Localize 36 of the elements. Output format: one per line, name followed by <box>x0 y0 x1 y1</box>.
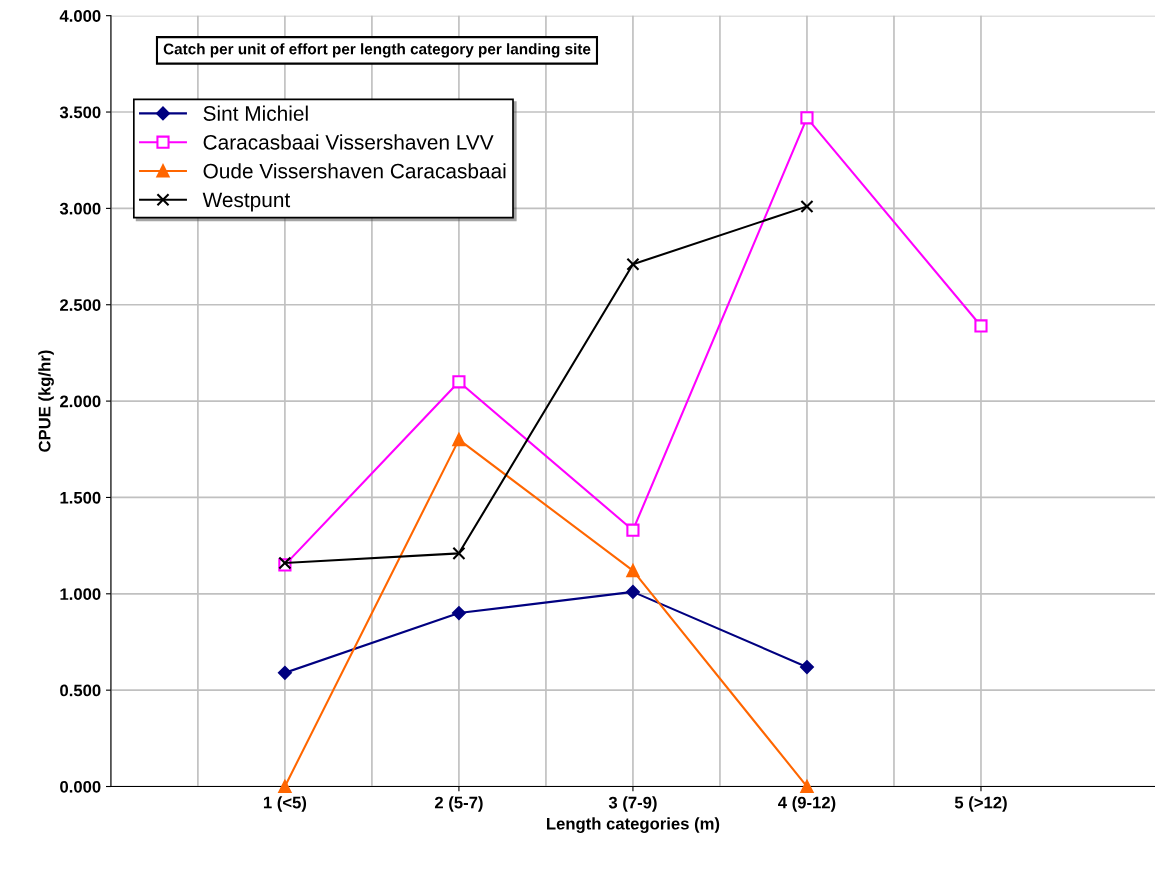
x-tick-label: 2 (5-7) <box>434 796 483 812</box>
x-tick-label: 3 (7-9) <box>608 796 657 812</box>
point <box>626 523 640 537</box>
x-tick-label: 4 (9-12) <box>778 796 836 812</box>
y-tick-label: 1.500 <box>60 491 101 504</box>
y-tick-label: 3.500 <box>59 106 101 119</box>
y-tick-label: 3.000 <box>59 202 101 215</box>
y-tick-label: 2.500 <box>60 299 101 311</box>
point <box>800 779 814 794</box>
y-tick-label: 2.000 <box>60 395 101 408</box>
point <box>452 375 466 389</box>
y-tick-label: 0.500 <box>60 684 101 697</box>
x-axis-title: Length categories (m) <box>547 817 720 833</box>
point <box>452 433 466 447</box>
y-tick-label: 0.000 <box>60 780 101 793</box>
y-tick-label: 4.000 <box>59 10 101 22</box>
legend-label: Westpunt <box>202 192 291 212</box>
point <box>452 546 466 560</box>
point <box>974 319 988 333</box>
legend-label: Oude Vissershaven Caracasbaai <box>203 163 506 179</box>
point <box>626 257 640 271</box>
point <box>451 606 466 621</box>
y-axis-title: CPUE (kg/hr) <box>38 350 54 452</box>
point <box>800 111 814 125</box>
point <box>800 199 814 214</box>
point <box>626 584 640 599</box>
x-tick-label: 5 (>12) <box>954 796 1007 812</box>
legend-label: Sint Michiel <box>203 105 308 121</box>
point <box>626 564 640 578</box>
point <box>278 779 292 794</box>
text: Catch per unit of effort per length category per landing site <box>163 43 591 58</box>
legend-label: Caracasbaai Vissershaven LVV <box>203 134 494 150</box>
x-tick-label: 1 (<5) <box>263 796 307 812</box>
y-tick-label: 1.000 <box>60 588 101 601</box>
point <box>800 660 814 674</box>
point <box>277 665 292 680</box>
